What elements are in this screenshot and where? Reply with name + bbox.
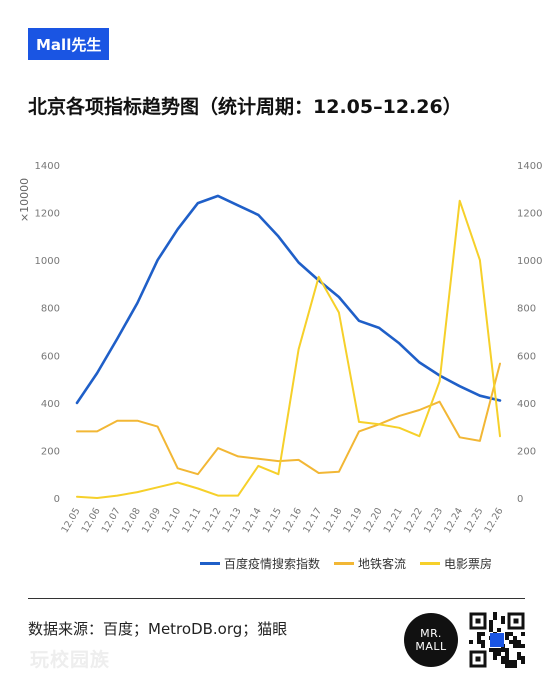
right-tick-label: 0 [517, 494, 523, 505]
x-tick-label: 12.25 [462, 506, 485, 535]
x-tick-label: 12.07 [100, 506, 123, 535]
left-tick-label: 800 [41, 304, 60, 315]
legend-item-metro: 地铁客流 [334, 555, 406, 572]
right-tick-label: 400 [517, 399, 536, 410]
x-tick-label: 12.11 [180, 506, 203, 535]
x-tick-label: 12.23 [422, 506, 445, 535]
legend: 百度疫情搜索指数 地铁客流 电影票房 [200, 555, 492, 572]
x-tick-label: 12.24 [442, 506, 465, 535]
legend-item-search: 百度疫情搜索指数 [200, 555, 320, 572]
x-tick-label: 12.15 [261, 506, 284, 535]
right-tick-label: 1000 [517, 256, 542, 267]
mr-mall-logo: MR. MALL [404, 613, 458, 667]
left-tick-label: 1200 [35, 209, 60, 220]
page-title: 北京各项指标趋势图（统计周期：12.05–12.26） [28, 96, 462, 118]
series-line-3 [76, 199, 501, 499]
left-tick-label: 1000 [35, 256, 60, 267]
legend-swatch-search [200, 562, 220, 565]
legend-label-boxoffice: 电影票房 [444, 557, 493, 571]
legend-item-boxoffice: 电影票房 [420, 555, 492, 572]
x-tick-label: 12.09 [140, 506, 163, 535]
x-tick-label: 12.26 [482, 506, 505, 535]
x-tick-label: 12.16 [281, 506, 304, 535]
y-axis-label: ×10000 [18, 178, 31, 222]
trend-chart: 0 200 400 600 800 1000 1200 1400 0 200 400 600 800 1… [18, 161, 542, 535]
series-line-2 [76, 362, 501, 476]
watermark: 玩校园族 [30, 649, 111, 671]
right-tick-label: 800 [517, 304, 536, 315]
legend-label-search: 百度疫情搜索指数 [224, 557, 321, 571]
logo-line-2: MALL [415, 640, 447, 653]
x-tick-label: 12.17 [301, 506, 324, 535]
x-axis-ticks: 12.0512.0612.0712.0812.0912.1012.1112.12… [59, 506, 505, 535]
right-axis-ticks: 0 200 400 600 800 1000 1200 1400 [517, 161, 542, 505]
brand-tag: Mall先生 [28, 28, 110, 60]
qr-code-icon [469, 612, 525, 668]
x-tick-label: 12.13 [221, 506, 244, 535]
x-tick-label: 12.14 [241, 506, 264, 535]
right-tick-label: 600 [517, 351, 536, 362]
x-tick-label: 12.12 [200, 506, 223, 535]
x-tick-label: 12.18 [321, 506, 344, 535]
x-tick-label: 12.22 [402, 506, 425, 535]
x-tick-label: 12.21 [382, 506, 405, 535]
right-tick-label: 1400 [517, 161, 542, 172]
series-lines [75, 194, 502, 499]
left-tick-label: 1400 [35, 161, 60, 172]
footer-divider [28, 598, 525, 599]
x-tick-label: 12.05 [59, 506, 82, 535]
x-tick-label: 12.08 [120, 506, 143, 535]
right-tick-label: 200 [517, 446, 536, 457]
left-tick-label: 400 [41, 399, 60, 410]
x-tick-label: 12.19 [341, 506, 364, 535]
x-tick-label: 12.20 [362, 506, 385, 535]
left-tick-label: 200 [41, 446, 60, 457]
x-tick-label: 12.10 [160, 506, 183, 535]
left-axis-ticks: 0 200 400 600 800 1000 1200 1400 [35, 161, 60, 505]
data-source: 数据来源：百度；MetroDB.org；猫眼 [28, 620, 288, 638]
logo-line-1: MR. [420, 627, 442, 640]
series-line-1 [75, 194, 502, 405]
left-tick-label: 0 [54, 494, 60, 505]
legend-swatch-metro [334, 562, 355, 565]
left-tick-label: 600 [41, 351, 60, 362]
legend-label-metro: 地铁客流 [358, 557, 407, 571]
legend-swatch-boxoffice [420, 562, 441, 565]
right-tick-label: 1200 [517, 209, 542, 220]
x-tick-label: 12.06 [80, 506, 103, 535]
